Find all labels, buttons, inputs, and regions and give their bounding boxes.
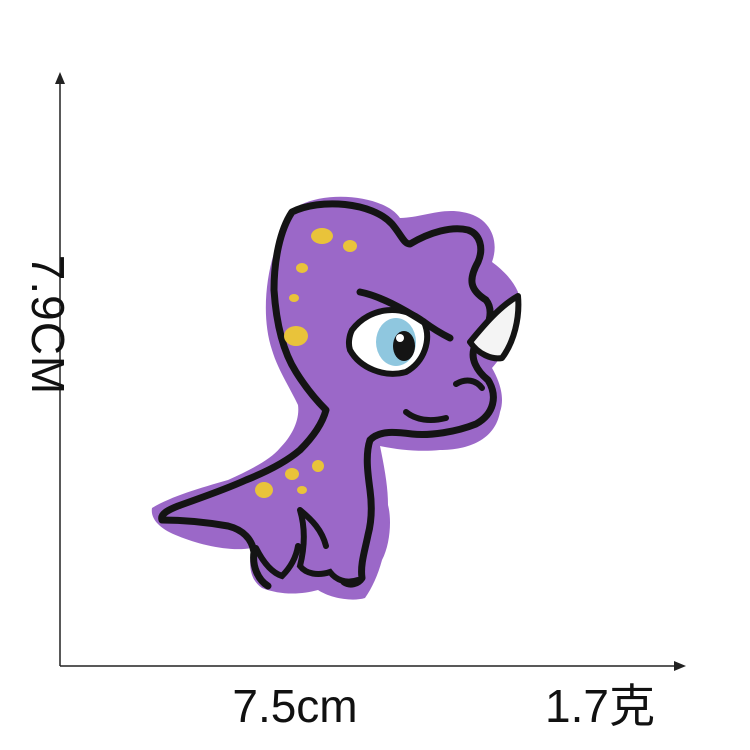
spot (285, 468, 299, 480)
width-dimension-label: 7.5cm (232, 680, 358, 732)
horn (467, 293, 522, 362)
vertical-axis-arrow (55, 72, 65, 84)
mouth (403, 409, 449, 423)
eye-highlight (396, 334, 404, 342)
spot (284, 326, 308, 346)
front-leg-outline (296, 507, 361, 585)
back-leg-outline (253, 543, 301, 580)
spot (312, 460, 324, 472)
spot (343, 240, 357, 252)
eyebrow (356, 288, 454, 342)
patch-felt (151, 196, 519, 600)
horizontal-axis-arrow (674, 661, 686, 671)
spot (296, 263, 308, 273)
weight-label: 1.7克 (545, 680, 655, 732)
spot (255, 482, 273, 498)
spot (289, 294, 299, 302)
eye-pupil (393, 331, 415, 361)
patch-outline (158, 200, 497, 590)
spot (311, 228, 333, 244)
spot (297, 486, 307, 494)
nostril (453, 377, 485, 391)
